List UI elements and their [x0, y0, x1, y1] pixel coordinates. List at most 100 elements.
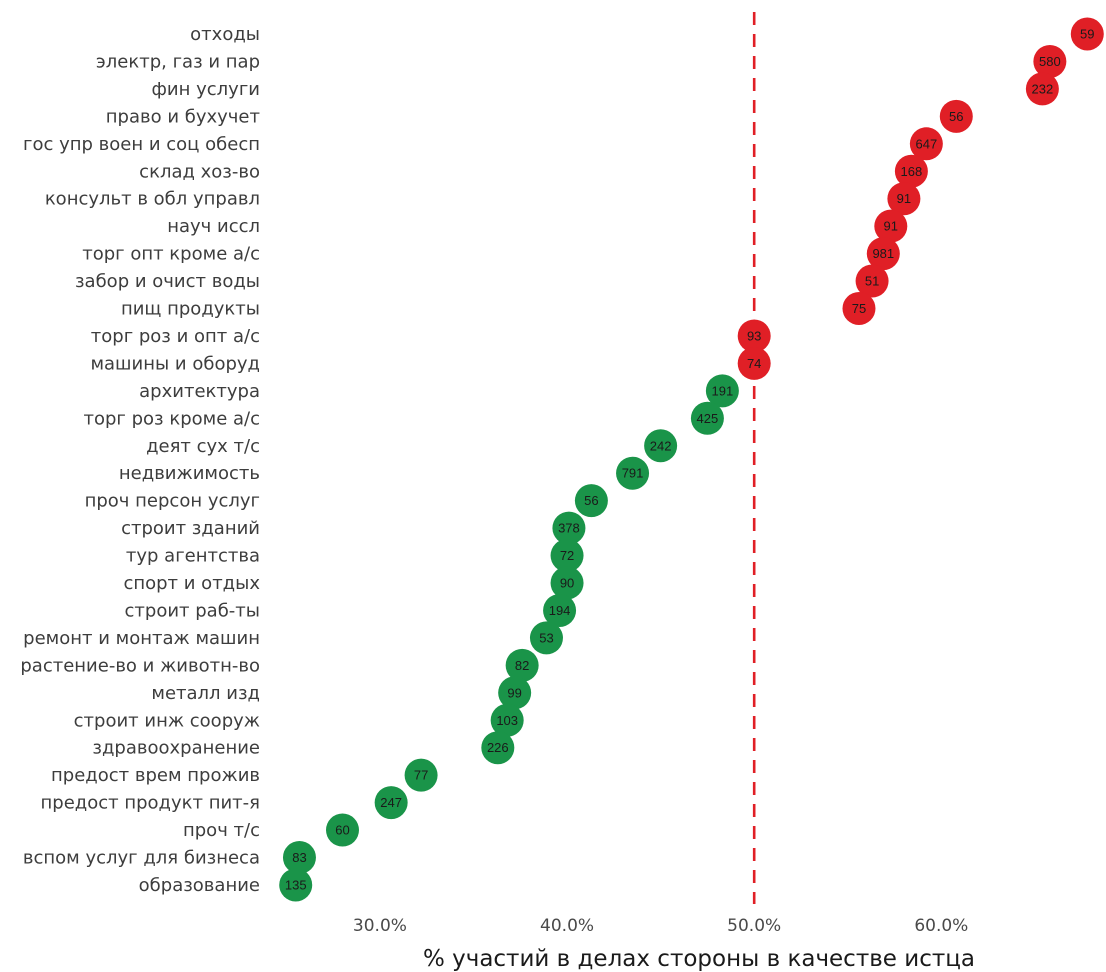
data-point-marker — [574, 484, 608, 518]
data-label: 135 — [285, 877, 307, 892]
category-label: растение-во и животн-во — [20, 655, 260, 676]
data-point: 378 — [552, 511, 586, 545]
data-point-marker — [505, 648, 539, 682]
data-point-marker — [550, 539, 584, 573]
data-point: 93 — [737, 319, 771, 353]
data-point: 247 — [374, 786, 408, 820]
category-label: недвижимость — [119, 463, 260, 484]
data-point: 53 — [529, 621, 563, 655]
data-point-marker — [282, 841, 316, 874]
category-label: торг роз кроме а/с — [83, 408, 260, 429]
category-label: спорт и отдых — [123, 573, 260, 594]
data-point-marker — [543, 593, 577, 627]
category-label: склад хоз-во — [139, 161, 260, 182]
data-point: 168 — [894, 154, 928, 188]
data-point-marker — [490, 703, 524, 737]
category-label: торг роз и опт а/с — [91, 326, 260, 347]
data-label: 56 — [949, 109, 963, 124]
data-point: 194 — [543, 593, 577, 627]
data-point: 791 — [616, 456, 650, 490]
data-point-marker — [552, 511, 586, 545]
x-tick-label: 50.0% — [727, 916, 781, 936]
category-label: забор и очист воды — [75, 271, 260, 292]
category-label: отходы — [190, 24, 260, 45]
data-point: 59 — [1070, 17, 1104, 51]
data-point-marker — [894, 154, 928, 188]
data-label: 82 — [515, 658, 529, 673]
data-point: 90 — [550, 566, 584, 600]
data-label: 242 — [650, 438, 672, 453]
data-point-marker — [939, 99, 973, 133]
data-point-marker — [529, 621, 563, 655]
category-label: фин услуги — [152, 79, 260, 100]
data-point: 74 — [737, 346, 771, 380]
category-label: архитектура — [139, 381, 260, 402]
data-point-marker — [550, 566, 584, 600]
data-point: 83 — [282, 841, 316, 874]
data-point: 77 — [404, 758, 438, 792]
category-label: право и бухучет — [106, 106, 260, 127]
data-point: 103 — [490, 703, 524, 737]
data-label: 74 — [747, 356, 761, 371]
data-label: 91 — [897, 191, 911, 206]
category-label: машины и оборуд — [90, 353, 260, 374]
category-label: проч персон услуг — [85, 491, 260, 512]
data-point: 99 — [498, 676, 532, 710]
data-point-marker — [737, 346, 771, 380]
category-label: электр, газ и пар — [96, 51, 260, 72]
category-label: тур агентства — [126, 546, 260, 567]
data-point: 425 — [690, 401, 724, 435]
data-point: 75 — [842, 292, 876, 325]
data-label: 247 — [380, 795, 402, 810]
data-point-marker — [404, 758, 438, 792]
data-point-marker — [481, 731, 515, 765]
data-label: 93 — [747, 328, 761, 343]
data-point-marker — [325, 813, 359, 847]
category-label: вспом услуг для бизнеса — [23, 848, 260, 869]
category-label: консульт в обл управл — [45, 189, 260, 210]
data-label: 103 — [496, 713, 518, 728]
category-label: науч иссл — [167, 216, 260, 237]
x-axis-ticks: 30.0% 40.0% 50.0% 60.0% — [353, 916, 968, 936]
category-label: торг опт кроме а/с — [82, 244, 260, 265]
category-label: предост продукт пит-я — [41, 793, 261, 814]
data-label: 59 — [1080, 27, 1094, 42]
data-point: 226 — [481, 731, 515, 765]
data-point: 51 — [855, 264, 889, 298]
data-label: 232 — [1032, 81, 1054, 96]
data-point-marker — [737, 319, 771, 353]
data-point: 981 — [866, 237, 900, 271]
category-label: строит инж сооруж — [74, 710, 260, 731]
category-labels: отходы электр, газ и пар фин услуги право и… — [20, 24, 260, 896]
data-point: 72 — [550, 539, 584, 573]
data-label: 226 — [487, 740, 509, 755]
data-label: 77 — [414, 768, 428, 783]
x-tick-label: 30.0% — [353, 916, 407, 936]
data-point: 242 — [644, 429, 678, 463]
data-label: 647 — [916, 136, 938, 151]
data-point: 56 — [939, 99, 973, 133]
data-point: 91 — [887, 182, 921, 216]
category-label: ремонт и монтаж машин — [23, 628, 260, 649]
category-label: предост врем прожив — [51, 765, 260, 786]
data-point: 56 — [574, 484, 608, 518]
data-label: 99 — [507, 685, 521, 700]
data-point-marker — [874, 209, 908, 243]
data-label: 83 — [292, 850, 306, 865]
data-label: 580 — [1039, 54, 1061, 69]
category-label: металл изд — [151, 683, 260, 704]
data-point-marker — [705, 374, 739, 408]
data-label: 91 — [884, 219, 898, 234]
data-point: 82 — [505, 648, 539, 682]
category-label: деят сух т/с — [146, 436, 260, 457]
data-point-marker — [644, 429, 678, 463]
category-label: образование — [139, 875, 260, 896]
data-point: 91 — [874, 209, 908, 243]
data-point-marker — [842, 292, 876, 325]
data-point-marker — [1070, 17, 1104, 51]
data-label: 791 — [622, 466, 644, 481]
data-label: 981 — [872, 246, 894, 261]
category-label: здравоохранение — [92, 738, 260, 759]
data-point: 232 — [1025, 72, 1059, 106]
